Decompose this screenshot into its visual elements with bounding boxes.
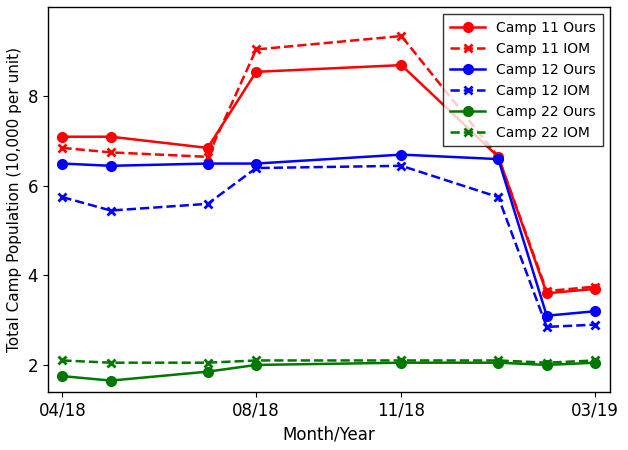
Camp 22 Ours bbox=[592, 360, 599, 365]
Line: Camp 11 IOM: Camp 11 IOM bbox=[58, 32, 599, 295]
Legend: Camp 11 Ours, Camp 11 IOM, Camp 12 Ours, Camp 12 IOM, Camp 22 Ours, Camp 22 IOM: Camp 11 Ours, Camp 11 IOM, Camp 12 Ours,… bbox=[443, 14, 603, 147]
Line: Camp 22 IOM: Camp 22 IOM bbox=[58, 356, 599, 367]
Camp 12 Ours bbox=[107, 163, 114, 168]
Camp 11 Ours bbox=[592, 286, 599, 292]
Line: Camp 12 IOM: Camp 12 IOM bbox=[58, 162, 599, 331]
Camp 12 Ours bbox=[494, 157, 502, 162]
Camp 11 IOM bbox=[398, 33, 405, 39]
Camp 22 Ours bbox=[107, 378, 114, 383]
Camp 12 IOM bbox=[494, 194, 502, 200]
Camp 12 IOM bbox=[398, 163, 405, 168]
Camp 11 Ours bbox=[204, 145, 212, 151]
Camp 22 Ours bbox=[204, 369, 212, 374]
Camp 22 IOM bbox=[252, 358, 260, 363]
Camp 11 IOM bbox=[252, 47, 260, 52]
Camp 22 IOM bbox=[398, 358, 405, 363]
Camp 22 IOM bbox=[58, 358, 66, 363]
Camp 22 IOM bbox=[204, 360, 212, 365]
Camp 12 Ours bbox=[592, 309, 599, 314]
Camp 12 Ours bbox=[543, 313, 551, 319]
Camp 22 IOM bbox=[543, 360, 551, 365]
Camp 11 IOM bbox=[58, 145, 66, 151]
Camp 22 Ours bbox=[398, 360, 405, 365]
Camp 11 IOM bbox=[107, 150, 114, 155]
Line: Camp 12 Ours: Camp 12 Ours bbox=[58, 150, 599, 320]
Camp 22 IOM bbox=[592, 358, 599, 363]
Camp 22 Ours bbox=[58, 374, 66, 379]
Camp 12 Ours bbox=[58, 161, 66, 166]
Camp 11 Ours bbox=[252, 69, 260, 75]
Camp 22 IOM bbox=[107, 360, 114, 365]
Camp 12 Ours bbox=[398, 152, 405, 158]
Camp 11 Ours bbox=[398, 63, 405, 68]
Camp 22 Ours bbox=[543, 362, 551, 368]
Camp 11 Ours bbox=[107, 134, 114, 140]
Camp 11 Ours bbox=[543, 291, 551, 296]
Camp 12 Ours bbox=[252, 161, 260, 166]
Camp 11 Ours bbox=[494, 154, 502, 160]
Camp 22 IOM bbox=[494, 358, 502, 363]
Camp 11 Ours bbox=[58, 134, 66, 140]
Camp 11 IOM bbox=[592, 284, 599, 289]
Camp 12 IOM bbox=[543, 324, 551, 329]
Line: Camp 11 Ours: Camp 11 Ours bbox=[58, 61, 599, 297]
Y-axis label: Total Camp Population (10,000 per unit): Total Camp Population (10,000 per unit) bbox=[7, 47, 22, 352]
X-axis label: Month/Year: Month/Year bbox=[283, 425, 375, 443]
Camp 11 IOM bbox=[494, 154, 502, 160]
Line: Camp 22 Ours: Camp 22 Ours bbox=[58, 359, 599, 385]
Camp 22 Ours bbox=[494, 360, 502, 365]
Camp 12 IOM bbox=[58, 194, 66, 200]
Camp 11 IOM bbox=[543, 288, 551, 294]
Camp 12 IOM bbox=[204, 201, 212, 207]
Camp 22 Ours bbox=[252, 362, 260, 368]
Camp 12 Ours bbox=[204, 161, 212, 166]
Camp 12 IOM bbox=[107, 208, 114, 213]
Camp 11 IOM bbox=[204, 154, 212, 160]
Camp 12 IOM bbox=[592, 322, 599, 327]
Camp 12 IOM bbox=[252, 165, 260, 171]
